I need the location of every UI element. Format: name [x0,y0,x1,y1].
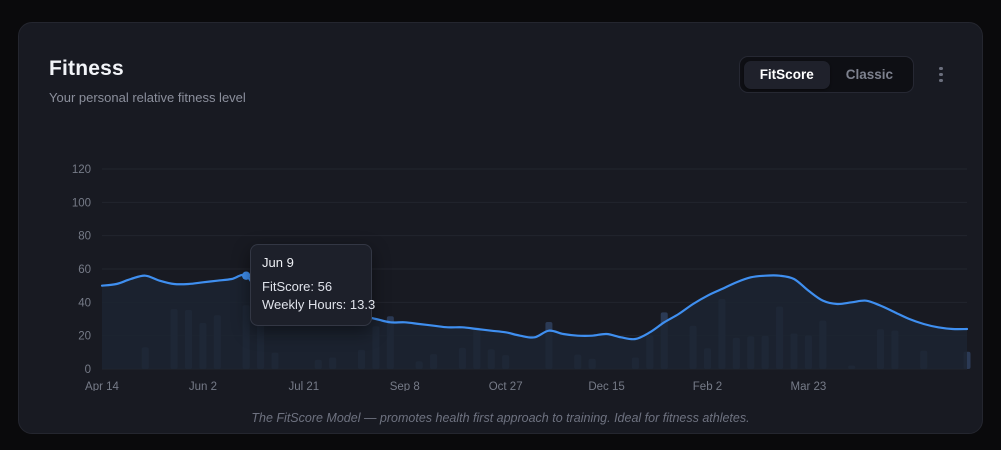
fitness-chart[interactable]: 0 20 40 60 80 100 120 Apr 14 Jun 2 Jul 21 Sep 8 Oct… [19,141,984,391]
tooltip-date: Jun 9 [262,255,294,270]
tooltip-fitscore: FitScore: 56 [262,279,333,294]
x-axis-tick: Sep 8 [390,381,420,391]
kebab-dot [939,79,943,83]
x-axis-tick: Jun 2 [189,381,217,391]
fitness-card: Fitness Your personal relative fitness l… [18,22,983,434]
card-header: Fitness Your personal relative fitness l… [49,56,954,108]
header-actions: FitScore Classic [738,56,954,93]
page-title: Fitness [49,57,124,80]
y-axis-tick: 100 [72,197,91,209]
x-axis-tick: Apr 14 [85,381,119,391]
toggle-classic[interactable]: Classic [830,61,909,89]
y-axis-tick: 60 [78,264,91,276]
x-axis-tick: Oct 27 [489,381,523,391]
kebab-menu-icon[interactable] [928,60,954,90]
y-axis-tick: 20 [78,331,91,343]
kebab-dot [939,66,943,70]
kebab-dot [939,72,943,77]
chart-area-fill [102,274,967,369]
chart-tooltip: Jun 9 FitScore: 56 Weekly Hours: 13.3 [250,244,376,326]
chart-svg: 0 20 40 60 80 100 120 Apr 14 Jun 2 Jul 21 Sep 8 Oct… [72,164,971,391]
model-toggle-group[interactable]: FitScore Classic [738,56,914,93]
chart-highlight-dot [241,271,251,280]
x-axis-tick: Jul 21 [288,381,319,391]
y-axis-tick: 0 [85,364,91,376]
y-axis-tick: 40 [78,297,91,309]
y-axis-tick: 120 [72,164,91,176]
y-axis-tick: 80 [78,231,91,243]
tooltip-weekly-hours: Weekly Hours: 13.3 [262,297,376,312]
x-axis-tick: Feb 2 [693,381,722,391]
card-subtitle: Your personal relative fitness level [49,90,246,105]
x-axis-tick: Mar 23 [791,381,827,391]
x-axis-tick: Dec 15 [588,381,624,391]
chart-footnote: The FitScore Model — promotes health fir… [251,411,750,425]
toggle-fitscore[interactable]: FitScore [743,60,830,89]
